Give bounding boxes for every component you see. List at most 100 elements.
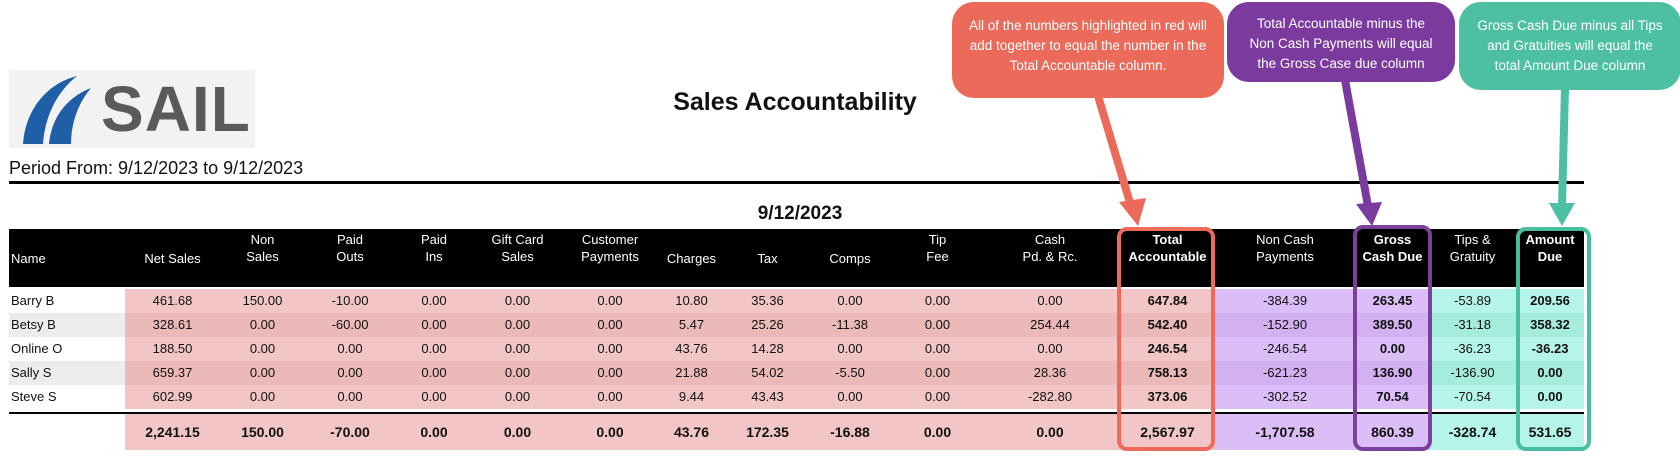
column-header-line2: Sales [246, 249, 279, 264]
totals-divider [9, 412, 1584, 414]
cell-customer-payments: 0.00 [597, 317, 623, 332]
red-band-row [125, 313, 1215, 337]
purple-callout: Total Accountable minus the Non Cash Pay… [1227, 2, 1455, 82]
cell-non-cash-payments: -384.39 [1262, 293, 1308, 308]
cell-cash-pd-rc: -282.80 [1027, 389, 1073, 404]
column-header-line2: Payments [1256, 249, 1314, 264]
column-header-line2: Charges [666, 251, 717, 266]
column-header-name: Name [11, 250, 121, 267]
cell-comps: 0.00 [837, 293, 863, 308]
teal-band-row [1430, 361, 1584, 385]
total-cash-pd-rc: 0.00 [1036, 424, 1064, 440]
cell-charges: 43.76 [675, 341, 708, 356]
column-header-tip-fee: Tip Fee [895, 231, 980, 265]
name-row-stripe [9, 337, 125, 361]
column-header-line1: Customer [581, 232, 639, 247]
teal-band-row [1430, 289, 1584, 313]
cell-comps: 0.00 [837, 389, 863, 404]
cell-non-cash-payments: -621.23 [1262, 365, 1308, 380]
cell-net-sales: 659.37 [152, 365, 193, 380]
column-header-line1: Total [1152, 232, 1183, 247]
teal-band-totals [1430, 414, 1584, 450]
header-divider [9, 181, 1584, 184]
total-paid-ins: 0.00 [420, 424, 448, 440]
cell-tip-fee: 0.00 [924, 317, 951, 332]
column-header-cash-pd-rc: Cash Pd. & Rc. [980, 231, 1120, 265]
purple-band-totals [1215, 414, 1430, 450]
amount-due-highlight-box [1516, 227, 1591, 451]
column-header-line2: Due [1537, 249, 1563, 264]
column-header-line1: Paid [420, 232, 448, 247]
total-accountable-highlight-box [1117, 227, 1215, 451]
total-comps: -16.88 [830, 424, 870, 440]
cell-tips-gratuity: -53.89 [1454, 293, 1491, 308]
cell-gift-card-sales: 0.00 [504, 293, 531, 308]
column-header-line2: Tax [757, 251, 778, 266]
cell-customer-payments: 0.00 [597, 293, 623, 308]
total-net-sales: 2,241.15 [145, 424, 200, 440]
teal-band-row [1430, 385, 1584, 409]
column-header-tax: Tax [730, 250, 805, 267]
column-header-paid-ins: Paid Ins [398, 231, 470, 265]
cell-tips-gratuity: -70.54 [1454, 389, 1491, 404]
cell-paid-ins: 0.00 [421, 389, 447, 404]
cell-amount-due: 358.32 [1530, 317, 1570, 332]
column-header-line1: Gift Card [491, 232, 544, 247]
cell-paid-outs: -60.00 [331, 317, 369, 332]
cell-net-sales: 188.50 [152, 341, 193, 356]
cell-gift-card-sales: 0.00 [504, 341, 531, 356]
cell-tips-gratuity: -136.90 [1450, 365, 1495, 380]
column-header-charges: Charges [653, 250, 730, 267]
period-range: Period From: 9/12/2023 to 9/12/2023 [9, 158, 304, 178]
cell-cash-pd-rc: 254.44 [1030, 317, 1070, 332]
purple-arrow-icon [1341, 79, 1382, 226]
total-tips-gratuity: -328.74 [1448, 424, 1497, 440]
cell-non-sales: 0.00 [249, 317, 276, 332]
purple-band-row [1215, 289, 1430, 313]
red-band-totals [125, 414, 1215, 450]
cell-non-sales: 0.00 [249, 365, 276, 380]
cell-paid-outs: 0.00 [337, 365, 363, 380]
purple-band-row [1215, 361, 1430, 385]
cell-amount-due: -36.23 [1531, 341, 1569, 356]
cell-non-sales: 0.00 [249, 389, 276, 404]
red-band-row [125, 289, 1215, 313]
teal-band-row [1430, 337, 1584, 361]
cell-net-sales: 461.68 [152, 293, 193, 308]
column-header-line1: Non [250, 232, 275, 247]
column-header-line2: Ins [425, 249, 443, 264]
cell-comps: -11.38 [832, 317, 868, 332]
cell-gross-cash-due: 389.50 [1372, 317, 1413, 332]
cell-total-accountable: 758.13 [1147, 365, 1188, 380]
cell-gross-cash-due: 70.54 [1376, 389, 1409, 404]
cell-gross-cash-due: 0.00 [1379, 341, 1406, 356]
cell-gift-card-sales: 0.00 [504, 389, 531, 404]
cell-non-cash-payments: -246.54 [1262, 341, 1308, 356]
sail-logo-mark-icon [23, 76, 91, 144]
cell-name: Betsy B [11, 317, 56, 332]
date-heading: 9/12/2023 [757, 203, 843, 224]
cell-gift-card-sales: 0.00 [504, 317, 531, 332]
cell-total-accountable: 373.06 [1147, 389, 1188, 404]
cell-charges: 21.88 [675, 365, 708, 380]
column-header-comps: Comps [805, 250, 895, 267]
total-non-cash-payments: -1,707.58 [1255, 424, 1315, 440]
cell-paid-ins: 0.00 [421, 317, 447, 332]
column-header-line2: Sales [501, 249, 534, 264]
cell-charges: 10.80 [675, 293, 708, 308]
column-header-amount-due: Amount Due [1515, 231, 1585, 265]
cell-paid-outs: 0.00 [337, 341, 363, 356]
cell-cash-pd-rc: 28.36 [1033, 365, 1067, 380]
column-header-gift-card-sales: Gift Card Sales [470, 231, 565, 265]
column-header-line2: Pd. & Rc. [1022, 249, 1078, 264]
cell-tip-fee: 0.00 [924, 293, 951, 308]
cell-tip-fee: 0.00 [924, 341, 951, 356]
name-row-stripe [9, 289, 125, 313]
total-paid-outs: -70.00 [330, 424, 370, 440]
cell-cash-pd-rc: 0.00 [1037, 341, 1063, 356]
cell-comps: -5.50 [835, 365, 865, 380]
total-charges: 43.76 [673, 424, 710, 440]
teal-callout: Gross Cash Due minus all Tips and Gratui… [1459, 2, 1680, 90]
column-header-line2: Gratuity [1449, 249, 1496, 264]
column-header-non-cash-payments: Non Cash Payments [1215, 231, 1355, 265]
